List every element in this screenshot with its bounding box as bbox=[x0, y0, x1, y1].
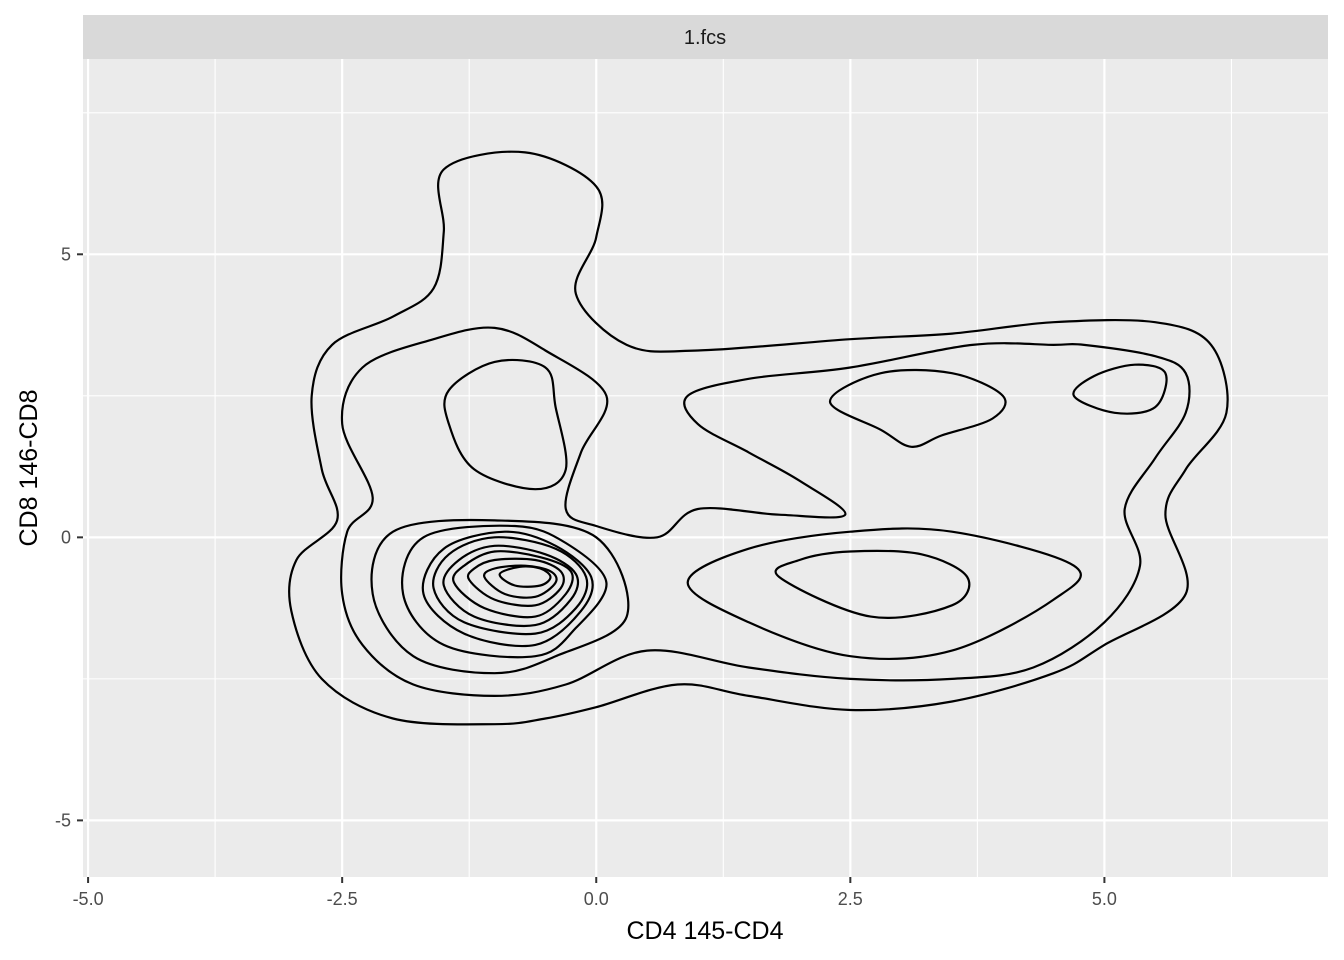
x-tick-label: 0.0 bbox=[584, 889, 609, 909]
contour-line bbox=[287, 150, 1229, 726]
contour-line bbox=[774, 549, 971, 619]
major-gridlines bbox=[83, 59, 1328, 877]
x-tick-label: 5.0 bbox=[1092, 889, 1117, 909]
contour-line bbox=[498, 565, 552, 588]
y-tick-label: 5 bbox=[61, 244, 71, 264]
contour-line bbox=[483, 564, 558, 599]
x-axis-title: CD4 145-CD4 bbox=[626, 917, 783, 945]
y-axis-title: CD8 146-CD8 bbox=[15, 389, 43, 546]
x-tick-label: 2.5 bbox=[838, 889, 863, 909]
density-contours bbox=[287, 150, 1229, 726]
contour-line bbox=[443, 358, 568, 491]
contour-line bbox=[452, 550, 574, 619]
x-tick-label: -2.5 bbox=[327, 889, 358, 909]
contour-line bbox=[466, 557, 565, 607]
y-axis-ticks: -5 0 5 bbox=[55, 244, 83, 830]
contour-line bbox=[828, 368, 1007, 448]
y-tick-label: 0 bbox=[61, 527, 71, 547]
x-axis-ticks: -5.0 -2.5 0.0 2.5 5.0 bbox=[73, 877, 1117, 909]
contour-line bbox=[370, 518, 630, 675]
contour-line bbox=[686, 527, 1082, 661]
contour-line bbox=[442, 544, 580, 627]
contour-line bbox=[432, 536, 589, 636]
facet-strip bbox=[83, 15, 1328, 59]
contour-line bbox=[340, 326, 1191, 697]
facet-label: 1.fcs bbox=[684, 27, 726, 49]
x-tick-label: -5.0 bbox=[73, 889, 104, 909]
contour-line bbox=[401, 524, 608, 659]
y-tick-label: -5 bbox=[55, 810, 71, 830]
minor-gridlines bbox=[83, 59, 1328, 877]
contour-line bbox=[421, 530, 594, 648]
plot-panel bbox=[83, 59, 1328, 877]
contour-line bbox=[1072, 363, 1168, 415]
